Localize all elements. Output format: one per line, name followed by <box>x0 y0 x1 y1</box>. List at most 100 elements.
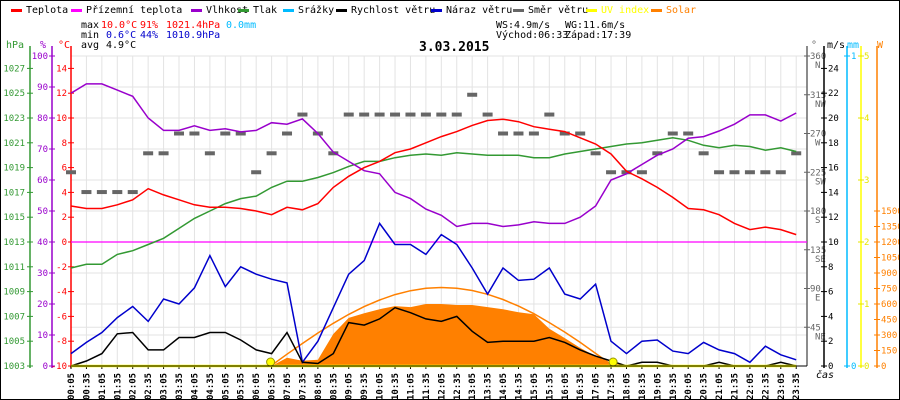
humidity-tick-label: 60 <box>37 176 48 186</box>
uv-tick-label: 3 <box>864 176 869 186</box>
wind-speed-tick-label: 2 <box>828 337 833 347</box>
x-tick-label: 21:35 <box>730 373 740 400</box>
legend-item[interactable]: Přízemní teplota <box>71 4 183 16</box>
wind-direction-mark <box>220 131 231 136</box>
humidity-tick-label: 20 <box>37 300 48 310</box>
wind-direction-mark <box>343 112 354 117</box>
wind-direction-mark <box>359 112 370 117</box>
legend-item[interactable]: Náraz větru <box>431 5 512 16</box>
legend-item[interactable]: Solar <box>651 4 697 16</box>
legend-swatch <box>11 8 22 12</box>
humidity-tick-label: 30 <box>37 269 48 279</box>
x-tick-label: 07:35 <box>298 373 308 400</box>
stats-max-pressure: 1021.4hPa <box>166 20 221 31</box>
x-tick-label: 05:35 <box>237 373 247 400</box>
temp-tick-label: 12 <box>56 89 67 99</box>
rain-tick-label: 0 <box>851 362 856 372</box>
legend-swatch <box>71 8 82 12</box>
unit-watt: W <box>877 40 884 51</box>
hpa-tick-label: 1025 <box>3 89 25 99</box>
x-tick-label: 12:05 <box>437 373 447 400</box>
direction-compass-label: W <box>815 139 821 149</box>
unit-ms: m/s <box>827 40 846 51</box>
legend-label: UV index <box>601 4 650 16</box>
stats-wind-speed: WS:4.9m/s <box>496 20 551 31</box>
humidity-tick-label: 10 <box>37 331 48 341</box>
legend-item[interactable]: Tlak <box>238 5 277 16</box>
x-tick-label: 00:05 <box>67 373 77 400</box>
direction-tick-label: 45 <box>810 323 821 333</box>
temp-tick-label: 0 <box>62 238 67 248</box>
wind-direction-mark <box>390 112 401 117</box>
legend-item[interactable]: Srážky <box>283 4 335 16</box>
stats-min-temp: 0.6°C <box>106 30 137 41</box>
solar-tick-label: 150 <box>881 347 897 357</box>
x-tick-label: 17:35 <box>607 373 617 400</box>
x-tick-label: 20:05 <box>684 373 694 400</box>
hpa-tick-label: 1003 <box>3 362 25 372</box>
wind-direction-mark <box>127 190 138 195</box>
solar-tick-label: 450 <box>881 316 897 326</box>
wind-direction-mark <box>498 131 509 136</box>
legend-item[interactable]: Teplota <box>11 4 69 16</box>
wind-direction-mark <box>451 112 462 117</box>
hpa-tick-label: 1015 <box>3 213 25 223</box>
temp-tick-label: 6 <box>62 164 67 174</box>
stats-sunset: Západ:17:39 <box>565 30 632 41</box>
legend-item[interactable]: Rychlost větru <box>336 4 436 16</box>
x-tick-label: 20:35 <box>700 373 710 400</box>
stats-wind-gust: WG:11.6m/s <box>565 20 626 31</box>
legend-item[interactable]: Vlhkost <box>191 4 249 16</box>
unit-percent: % <box>40 40 47 51</box>
hpa-tick-label: 1007 <box>3 312 25 322</box>
stats-min-label: min <box>81 30 100 41</box>
temp-tick-label: 10 <box>56 114 67 124</box>
x-tick-label: 03:35 <box>175 373 185 400</box>
temp-tick-label: 2 <box>62 213 67 223</box>
wind-speed-tick-label: 16 <box>828 164 839 174</box>
legend-label: Směr větru <box>528 4 589 16</box>
hpa-tick-label: 1011 <box>3 263 25 273</box>
wind-direction-mark <box>575 131 586 136</box>
legend-item[interactable]: UV index <box>586 4 650 16</box>
legend-label: Přízemní teplota <box>86 4 183 16</box>
pressure-line <box>70 137 797 269</box>
legend-label: Rychlost větru <box>351 4 436 16</box>
solar-tick-label: 900 <box>881 269 897 279</box>
wind-direction-mark <box>282 131 293 136</box>
legend-label: Solar <box>666 4 697 16</box>
x-tick-label: 15:05 <box>530 373 540 400</box>
solar-tick-label: 750 <box>881 285 897 295</box>
x-tick-label: 15:35 <box>545 373 555 400</box>
humidity-tick-label: 100 <box>32 52 48 62</box>
direction-compass-label: SE <box>815 255 826 265</box>
solar-tick-label: 0 <box>881 362 886 372</box>
wind-direction-mark <box>606 170 617 175</box>
legend-swatch <box>651 8 662 12</box>
solar-tick-label: 1350 <box>881 223 900 233</box>
hpa-tick-label: 1023 <box>3 114 25 124</box>
x-tick-label: 02:05 <box>129 373 139 400</box>
solar-tick-label: 1200 <box>881 238 900 248</box>
legend-label: Srážky <box>298 4 335 16</box>
wind-speed-tick-label: 14 <box>828 188 839 198</box>
x-tick-label: 14:35 <box>514 373 524 400</box>
wind-speed-tick-label: 12 <box>828 213 839 223</box>
temp-tick-label: -6 <box>56 312 67 322</box>
wind-direction-mark <box>714 170 725 175</box>
x-tick-label: 16:35 <box>576 373 586 400</box>
x-tick-label: 18:35 <box>638 373 648 400</box>
sun-marker <box>608 357 618 367</box>
humidity-tick-label: 0 <box>43 362 48 372</box>
wind-speed-tick-label: 6 <box>828 288 833 298</box>
x-tick-label: 00:35 <box>82 373 92 400</box>
direction-tick-label: 270 <box>810 130 826 140</box>
stats-avg-label: avg <box>81 40 100 51</box>
legend-label: Teplota <box>26 4 69 16</box>
x-tick-label: 22:05 <box>746 373 756 400</box>
wind-direction-mark <box>328 151 339 156</box>
temp-tick-label: -2 <box>56 263 67 273</box>
legend-item[interactable]: Směr větru <box>513 4 589 16</box>
legend-label: Vlhkost <box>206 4 249 16</box>
direction-compass-label: N <box>815 61 820 71</box>
